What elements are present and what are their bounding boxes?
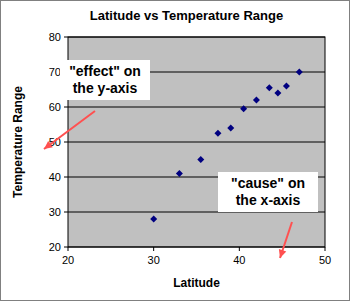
annotation-box [218,172,318,212]
x-tick-label: 20 [62,254,74,266]
point [253,97,260,104]
title: Latitude vs Temperature Range [90,8,283,23]
annotation-text: "effect" on [69,63,141,79]
point [240,105,247,112]
point [150,216,157,223]
point [266,84,273,91]
y-tick [64,247,68,248]
plot-area [68,37,325,247]
point [283,83,290,90]
annotation-text: the x-axis [236,192,301,208]
x-tick [68,247,69,251]
arrow-head [44,141,53,149]
chart-background [1,1,350,301]
point [197,156,204,163]
chart-svg: Latitude vs Temperature Range 20 30 40 50 60 7… [0,0,350,301]
x-tick [325,247,326,251]
plot-frame [68,37,325,247]
annotation-text: "cause" on [231,175,305,191]
y-tick-label: 20 [49,241,61,253]
x-tick [239,247,240,251]
point [227,125,234,132]
grid-line [68,107,325,108]
y-axis-label: Temperature Range [11,86,25,198]
x-tick-label: 40 [233,254,245,266]
y-tick [64,177,68,178]
point [176,170,183,177]
x-tick-label: 30 [148,254,160,266]
annotation-arrow [44,111,95,149]
y-tick [64,107,68,108]
x-tick-label: 50 [319,254,331,266]
annotation-box [60,60,150,100]
x-tick [153,247,154,251]
grid-line [68,142,325,143]
y-tick-label: 60 [49,101,61,113]
annotation-text: the y-axis [73,80,138,96]
x-axis-label: Latitude [173,276,220,290]
chart-container: Latitude vs Temperature Range 20 30 40 50 60 7… [0,0,350,301]
y-tick-label: 40 [49,171,61,183]
y-tick [64,212,68,213]
y-tick [64,37,68,38]
y-tick-label: 80 [49,31,61,43]
y-tick-label: 70 [49,66,61,78]
point [274,90,281,97]
arrow-head [279,249,286,258]
point [214,130,221,137]
y-tick [64,142,68,143]
point [296,69,303,76]
y-tick-label: 30 [49,206,61,218]
